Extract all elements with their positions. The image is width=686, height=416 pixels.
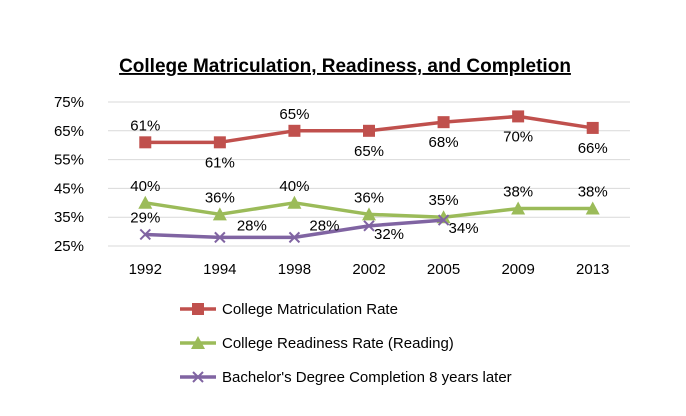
legend: College Matriculation Rate College Readin… [180, 301, 512, 386]
data-label: 70% [503, 128, 533, 145]
x-tick-label: 1994 [203, 261, 236, 278]
data-labels: 61% 61% 65% 65% 68% 70% 66% 40% 36% 40% 36% 35% 38% 3… [130, 106, 607, 243]
data-point [585, 201, 600, 215]
y-tick-label: 35% [54, 209, 84, 226]
x-tick-label: 1992 [129, 261, 162, 278]
x-tick-label: 2013 [576, 261, 609, 278]
y-tick-label: 55% [54, 152, 84, 169]
legend-marker [191, 336, 205, 349]
data-label: 32% [374, 226, 404, 243]
data-point [511, 201, 526, 215]
x-tick-label: 2009 [501, 261, 534, 278]
data-point [212, 207, 227, 221]
data-point [437, 214, 450, 226]
legend-item: College Matriculation Rate [180, 301, 398, 318]
data-point [362, 207, 376, 221]
data-point [214, 231, 226, 244]
data-point [138, 195, 153, 209]
legend-label: Bachelor's Degree Completion 8 years lat… [222, 369, 512, 386]
data-label: 65% [354, 143, 384, 160]
data-label: 38% [503, 184, 533, 201]
data-point [288, 231, 301, 244]
data-label: 61% [205, 154, 235, 171]
legend-label: College Readiness Rate (Reading) [222, 335, 454, 352]
legend-item: College Readiness Rate (Reading) [180, 335, 454, 352]
data-label: 40% [279, 178, 309, 195]
data-label: 36% [354, 189, 384, 206]
x-tick-label: 2005 [427, 261, 460, 278]
legend-label: College Matriculation Rate [222, 301, 398, 318]
data-point [139, 136, 152, 149]
data-point [213, 136, 226, 149]
data-point [363, 220, 375, 232]
data-label: 28% [237, 217, 267, 234]
data-label: 40% [130, 178, 160, 195]
data-point [586, 121, 599, 134]
legend-item: Bachelor's Degree Completion 8 years lat… [180, 369, 512, 386]
y-tick-label: 65% [54, 123, 84, 140]
data-label: 36% [205, 189, 235, 206]
data-label: 34% [449, 220, 479, 237]
data-label: 29% [130, 209, 160, 226]
x-tick-label: 1998 [278, 261, 311, 278]
data-label: 66% [578, 140, 608, 157]
x-tick-label: 2002 [352, 261, 385, 278]
x-axis-ticks: 1992 1994 1998 2002 2005 2009 2013 [129, 261, 610, 278]
data-point [139, 228, 151, 241]
data-label: 35% [429, 192, 459, 209]
chart-title: College Matriculation, Readiness, and Co… [119, 56, 571, 77]
data-label: 38% [578, 184, 608, 201]
data-point [287, 195, 302, 209]
data-label: 61% [130, 117, 160, 134]
legend-marker [192, 303, 204, 315]
data-point [288, 124, 301, 137]
y-tick-label: 25% [54, 238, 84, 255]
y-axis-ticks: 75% 65% 55% 45% 35% 25% [54, 94, 84, 255]
data-label: 28% [309, 217, 339, 234]
data-point [512, 110, 525, 123]
data-label: 65% [279, 106, 309, 123]
data-point [363, 124, 375, 137]
series-group [138, 110, 600, 244]
y-tick-label: 75% [54, 94, 84, 111]
legend-marker [192, 371, 204, 383]
data-label: 68% [429, 134, 459, 151]
data-point [437, 116, 450, 129]
y-tick-label: 45% [54, 180, 84, 197]
